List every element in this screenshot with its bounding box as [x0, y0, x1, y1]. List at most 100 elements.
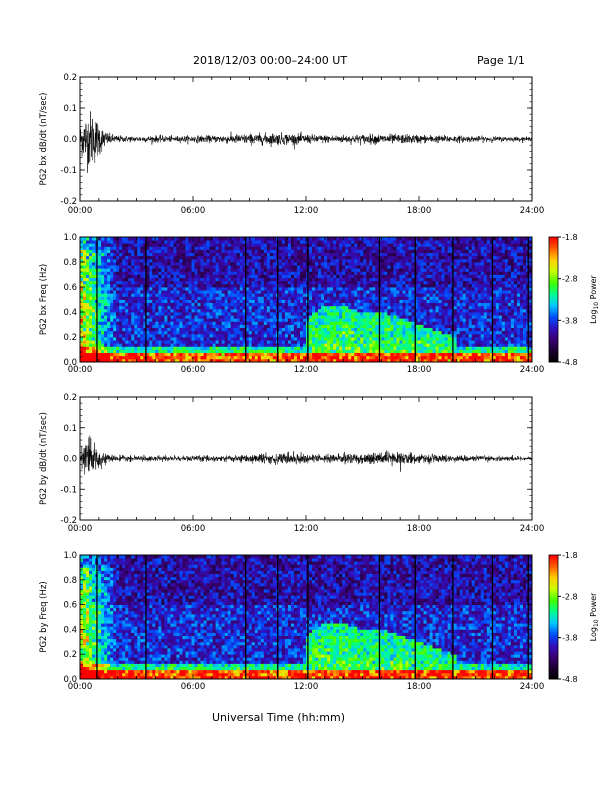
spectrogram-cell — [423, 255, 427, 260]
spectrogram-cell — [185, 290, 189, 294]
spectrogram-cell — [408, 262, 412, 266]
spectrogram-cell — [155, 352, 159, 357]
spectrogram-cell — [149, 305, 153, 310]
spectrogram-cell — [125, 274, 129, 279]
spectrogram-cell — [263, 352, 268, 357]
spectrogram-cell — [152, 296, 156, 300]
spectrogram-cell — [209, 268, 213, 272]
spectrogram-cell — [348, 308, 352, 313]
spectrogram-cell — [309, 349, 313, 354]
spectrogram-cell — [134, 346, 138, 350]
spectrogram-cell — [104, 355, 108, 360]
spectrogram-cell — [254, 249, 259, 254]
spectrogram-cell — [233, 312, 238, 316]
spectrogram-cell — [191, 274, 195, 279]
spectrogram-cell — [131, 243, 135, 247]
spectrogram-cell — [312, 237, 316, 241]
spectrogram-cell — [345, 243, 349, 247]
spectrogram-cell — [104, 274, 108, 279]
spectrogram-cell — [399, 240, 403, 244]
spectrogram-cell — [113, 283, 117, 288]
spectrogram-cell — [215, 333, 220, 338]
spectrogram-cell — [122, 358, 126, 363]
spectrogram-cell — [293, 265, 298, 269]
spectrogram-cell — [122, 280, 126, 285]
spectrogram-cell — [429, 249, 433, 254]
spectrogram-cell — [197, 349, 201, 354]
spectrogram-cell — [116, 255, 120, 260]
spectrogram-cell — [327, 262, 331, 266]
spectrogram-cell — [113, 290, 117, 294]
spectrogram-cell — [152, 283, 156, 288]
spectrogram-cell — [86, 302, 90, 307]
spectrogram-cell — [131, 268, 135, 272]
spectrogram-cell — [336, 262, 340, 266]
spectrogram-cell — [318, 355, 322, 360]
spectrogram-cell — [281, 333, 286, 338]
spectrogram-cell — [414, 237, 418, 241]
spectrogram-cell — [191, 255, 195, 260]
spectrogram-cell — [152, 355, 156, 360]
spectrogram-cell — [110, 358, 114, 363]
spectrogram-cell — [399, 274, 403, 279]
spectrogram-cell — [387, 277, 391, 282]
spectrogram-cell — [107, 321, 111, 325]
spectrogram-cell — [384, 321, 388, 325]
spectrogram-cell — [185, 252, 189, 257]
spectrogram-cell — [299, 283, 304, 288]
spectrogram-cell — [444, 321, 449, 325]
spectrogram-cell — [351, 346, 355, 350]
spectrogram-cell — [269, 255, 274, 260]
spectrogram-cell — [257, 299, 262, 304]
spectrogram-cell — [324, 352, 328, 357]
spectrogram-cell — [363, 299, 367, 304]
spectrogram-cell — [185, 343, 189, 347]
spectrogram-cell — [299, 271, 304, 275]
spectrogram-cell — [411, 349, 415, 354]
spectrogram-cell — [113, 265, 117, 269]
spectrogram-cell — [405, 287, 409, 291]
spectrogram-cell — [272, 246, 277, 250]
spectrogram-cell — [293, 296, 298, 300]
spectrogram-cell — [236, 315, 241, 319]
spectrogram-cell — [354, 262, 358, 266]
spectrogram-cell — [330, 305, 334, 310]
spectrogram-cell — [360, 312, 364, 316]
spectrogram-cell — [113, 343, 117, 347]
spectrogram-cell — [80, 343, 84, 347]
spectrogram-cell — [182, 277, 186, 282]
spectrogram-cell — [233, 271, 238, 275]
spectrogram-cell — [420, 305, 424, 310]
spectrogram-cell — [98, 358, 102, 363]
spectrogram-cell — [351, 293, 355, 297]
spectrogram-cell — [287, 340, 292, 344]
spectrogram-cell — [375, 312, 379, 316]
spectrogram-cell — [230, 265, 235, 269]
spectrogram-cell — [357, 312, 361, 316]
spectrogram-cell — [218, 271, 223, 275]
spectrogram-cell — [260, 280, 265, 285]
spectrogram-cell — [354, 274, 358, 279]
spectrogram-cell — [435, 287, 439, 291]
spectrogram-cell — [200, 308, 204, 313]
spectrogram-cell — [200, 280, 204, 285]
spectrogram-cell — [215, 337, 220, 341]
spectrogram-cell — [245, 308, 250, 313]
spectrogram-cell — [393, 333, 397, 338]
spectrogram-cell — [107, 243, 111, 247]
spectrogram-cell — [134, 290, 138, 294]
spectrogram-cell — [393, 277, 397, 282]
spectrogram-cell — [119, 280, 123, 285]
spectrogram-cell — [218, 333, 223, 338]
spectrogram-cell — [345, 355, 349, 360]
spectrogram-cell — [188, 280, 192, 285]
spectrogram-cell — [408, 293, 412, 297]
spectrogram-cell — [113, 296, 117, 300]
spectrogram-cell — [266, 299, 271, 304]
spectrogram-cell — [128, 283, 132, 288]
spectrogram-cell — [206, 262, 210, 266]
spectrogram-cell — [333, 255, 337, 260]
spectrogram-cell — [263, 318, 268, 322]
spectrogram-cell — [92, 293, 96, 297]
spectrogram-cell — [321, 293, 325, 297]
